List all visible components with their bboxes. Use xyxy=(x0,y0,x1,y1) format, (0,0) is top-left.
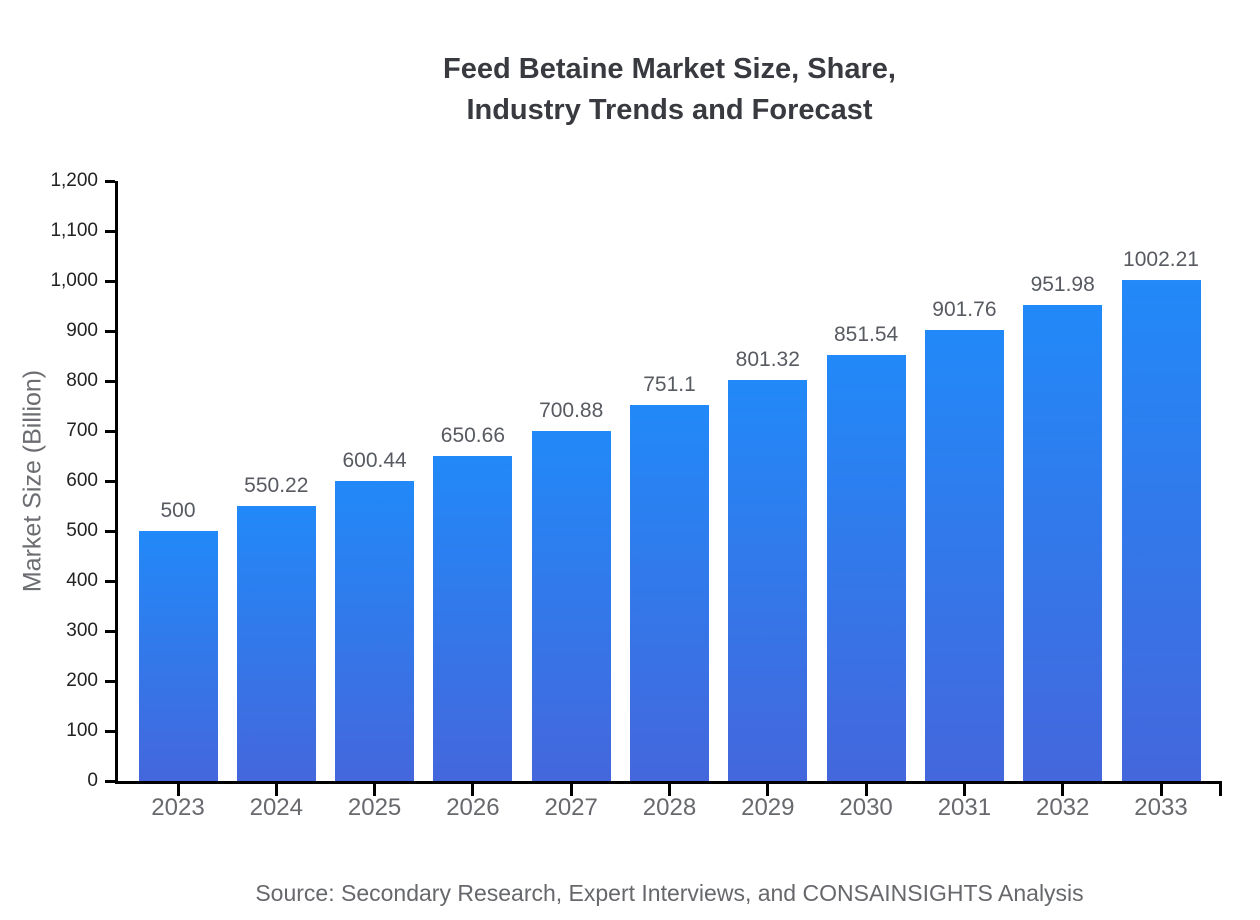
y-tick xyxy=(105,329,115,333)
y-tick-label: 800 xyxy=(66,370,98,391)
x-tick xyxy=(176,781,180,796)
bar xyxy=(335,480,415,781)
chart-title: Feed Betaine Market Size, Share, Industr… xyxy=(443,53,896,126)
x-tick-label: 2028 xyxy=(642,794,697,821)
bar xyxy=(236,505,316,781)
y-tick xyxy=(105,679,115,683)
bar-value-label: 851.54 xyxy=(833,323,899,347)
x-tick xyxy=(1159,781,1163,796)
source-note: Source: Secondary Research, Expert Inter… xyxy=(255,880,1084,906)
y-tick-label: 200 xyxy=(66,670,98,691)
x-tick xyxy=(569,781,573,796)
bar-value-label: 500 xyxy=(160,499,196,522)
bar-value-label: 901.76 xyxy=(932,298,997,322)
y-tick xyxy=(105,529,115,533)
x-tick xyxy=(1061,781,1065,796)
y-tick-label: 1,100 xyxy=(50,220,98,241)
x-tick xyxy=(766,781,770,796)
x-tick-label: 2032 xyxy=(1035,794,1090,821)
bar xyxy=(728,380,808,781)
x-tick-label: 2024 xyxy=(249,794,303,821)
x-tick-label: 2033 xyxy=(1134,794,1188,821)
y-tick-label: 1,000 xyxy=(50,270,98,291)
x-axis-end-tick xyxy=(1219,781,1222,796)
x-tick-label: 2026 xyxy=(446,794,500,821)
y-tick xyxy=(105,279,115,283)
y-tick xyxy=(105,779,115,783)
y-tick xyxy=(105,179,115,183)
bar xyxy=(531,430,611,781)
y-tick-label: 1,200 xyxy=(50,170,98,191)
y-tick xyxy=(105,479,115,483)
y-tick-label: 0 xyxy=(87,770,98,791)
y-tick xyxy=(105,729,115,733)
bar-value-label: 751.1 xyxy=(643,373,696,397)
x-tick-label: 2031 xyxy=(937,794,992,821)
y-tick xyxy=(105,629,115,633)
y-tick-label: 900 xyxy=(66,320,98,341)
bar-value-label: 801.32 xyxy=(735,348,800,372)
bar-value-label: 550.22 xyxy=(244,473,309,497)
x-tick xyxy=(373,781,377,796)
x-tick-label: 2027 xyxy=(544,794,598,821)
x-tick xyxy=(668,781,671,796)
bar xyxy=(138,531,218,781)
x-tick-label: 2025 xyxy=(347,794,402,821)
y-tick-label: 400 xyxy=(66,570,98,591)
bar-value-label: 1002.21 xyxy=(1123,247,1199,271)
bar xyxy=(1121,279,1201,781)
y-tick xyxy=(105,229,115,233)
x-tick-label: 2030 xyxy=(839,794,893,821)
x-tick-label: 2023 xyxy=(151,794,205,821)
x-tick xyxy=(274,781,278,796)
y-tick xyxy=(105,579,115,583)
bar xyxy=(1023,305,1103,781)
y-tick-label: 500 xyxy=(66,520,98,541)
y-tick xyxy=(105,379,115,383)
bar-value-label: 951.98 xyxy=(1030,273,1095,297)
bar xyxy=(924,330,1004,781)
plot-area: 0 100 200 300 400 500 600 700 800 900 1,000 1,100 1,… xyxy=(50,170,1222,821)
bar-value-label: 650.66 xyxy=(440,423,505,447)
y-tick xyxy=(105,429,115,433)
y-tick-label: 300 xyxy=(66,620,98,641)
y-tick-label: 600 xyxy=(66,470,98,491)
bar xyxy=(433,455,513,781)
y-tick-label: 700 xyxy=(66,420,98,441)
x-tick-label: 2029 xyxy=(741,794,795,821)
x-tick xyxy=(962,781,966,796)
bar xyxy=(630,405,709,781)
bar xyxy=(826,355,906,781)
x-tick xyxy=(864,781,868,796)
y-tick-label: 100 xyxy=(66,720,98,741)
bar-value-label: 600.44 xyxy=(342,448,407,472)
x-tick xyxy=(471,781,475,796)
bar-value-label: 700.88 xyxy=(539,398,604,422)
